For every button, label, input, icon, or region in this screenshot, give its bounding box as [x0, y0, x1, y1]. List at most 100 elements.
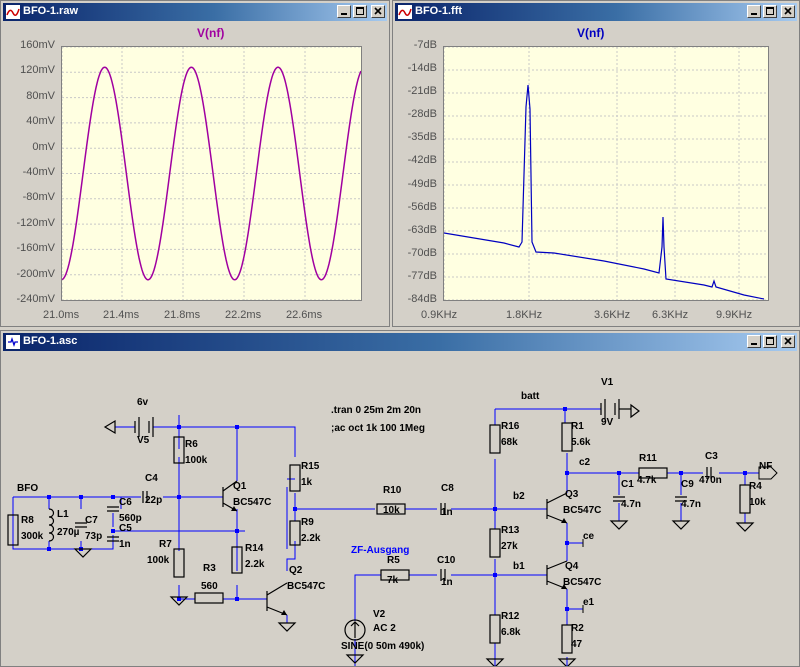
schematic-label-q1[interactable]: Q1: [233, 481, 247, 492]
y-tick-label: -77dB: [407, 269, 437, 282]
schematic-label-r15[interactable]: R15: [301, 461, 320, 472]
schematic-label-r4[interactable]: R4: [749, 481, 762, 492]
schematic-label-r14v[interactable]: 2.2k: [245, 559, 265, 570]
schematic-label-q4[interactable]: Q4: [565, 561, 579, 572]
schematic-label-c8v[interactable]: 1n: [441, 507, 453, 518]
schematic-label-r9v[interactable]: 2.2k: [301, 533, 321, 544]
schematic-label-l1[interactable]: L1: [57, 509, 69, 520]
schematic-label-r1v[interactable]: 5.6k: [571, 437, 591, 448]
schematic-label-c5v[interactable]: 1n: [119, 539, 131, 550]
schematic-label-c3v[interactable]: 470n: [699, 475, 722, 486]
schematic-label-r16[interactable]: R16: [501, 421, 520, 432]
schematic-label-b2[interactable]: b2: [513, 491, 525, 502]
schematic-label-q1v[interactable]: BC547C: [233, 497, 272, 508]
schematic-label-c6[interactable]: C6: [119, 497, 132, 508]
close-button[interactable]: [781, 5, 795, 18]
schematic-label-r5v[interactable]: 7k: [387, 575, 399, 586]
ground-symbols: [73, 403, 755, 666]
schematic-label-r12[interactable]: R12: [501, 611, 520, 622]
spice-directive[interactable]: ;ac oct 1k 100 1Meg: [331, 423, 425, 434]
schematic-label-c1[interactable]: C1: [621, 479, 634, 490]
schematic-label-r6[interactable]: R6: [185, 439, 198, 450]
schematic-label-r8v[interactable]: 300k: [21, 531, 44, 542]
schematic-label-q3[interactable]: Q3: [565, 489, 579, 500]
schematic-label-r13v[interactable]: 27k: [501, 541, 518, 552]
schematic-label-v5[interactable]: V5: [137, 435, 150, 446]
fft-window-titlebar[interactable]: BFO-1.fft: [395, 3, 797, 21]
schematic-label-c8[interactable]: C8: [441, 483, 454, 494]
schematic-label-nf[interactable]: NF: [759, 461, 773, 472]
schematic-label-c10[interactable]: C10: [437, 555, 456, 566]
schematic-label-r10[interactable]: R10: [383, 485, 402, 496]
schematic-window[interactable]: BFO-1.asc: [0, 330, 800, 667]
schematic-label-v2[interactable]: V2: [373, 609, 386, 620]
schematic-label-c9[interactable]: C9: [681, 479, 694, 490]
schematic-label-r9[interactable]: R9: [301, 517, 314, 528]
schematic-label-c4v[interactable]: 22p: [145, 495, 163, 506]
schematic-label-c7v[interactable]: 73p: [85, 531, 103, 542]
junctions: [47, 407, 747, 611]
schematic-label-r3[interactable]: R3: [203, 563, 216, 574]
schematic-label-r5[interactable]: R5: [387, 555, 400, 566]
schematic-label-r10v[interactable]: 10k: [383, 505, 400, 516]
schematic-label-l1v[interactable]: 270µ: [57, 527, 80, 538]
raw-plot-area[interactable]: [61, 46, 362, 301]
minimize-button[interactable]: [747, 335, 761, 348]
schematic-label-v1v[interactable]: 9V: [601, 417, 614, 428]
schematic-label-r16v[interactable]: 68k: [501, 437, 518, 448]
schematic-label-v5v[interactable]: 6v: [137, 397, 149, 408]
raw-plot-window[interactable]: BFO-1.raw V(nf) 160mV 120mV 80mV 40mV 0mV -40…: [0, 0, 390, 327]
schematic-label-c4[interactable]: C4: [145, 473, 158, 484]
schematic-label-r4v[interactable]: 10k: [749, 497, 766, 508]
schematic-label-q2v[interactable]: BC547C: [287, 581, 326, 592]
schematic-label-c5[interactable]: C5: [119, 523, 132, 534]
close-button[interactable]: [371, 5, 385, 18]
schematic-label-r13[interactable]: R13: [501, 525, 520, 536]
schematic-label-c6v[interactable]: 560p: [119, 513, 142, 524]
schematic-label-c2[interactable]: c2: [579, 457, 591, 468]
schematic-label-r6v[interactable]: 100k: [185, 455, 208, 466]
schematic-label-batt[interactable]: batt: [521, 391, 540, 402]
schematic-label-zf[interactable]: ZF-Ausgang: [351, 545, 410, 556]
schematic-label-ce[interactable]: ce: [583, 531, 595, 542]
y-tick-label: 160mV: [20, 39, 55, 51]
schematic-label-r8[interactable]: R8: [21, 515, 34, 526]
schematic-label-r14[interactable]: R14: [245, 543, 264, 554]
spice-directive[interactable]: .tran 0 25m 2m 20n: [331, 405, 422, 416]
schematic-label-r15v[interactable]: 1k: [301, 477, 313, 488]
schematic-label-r2v[interactable]: 47: [571, 639, 583, 650]
maximize-button[interactable]: [763, 5, 777, 18]
schematic-label-c1v[interactable]: 4.7n: [621, 499, 642, 510]
schematic-label-r3v[interactable]: 560: [201, 581, 218, 592]
schematic-label-r11[interactable]: R11: [639, 453, 657, 464]
schematic-label-r12v[interactable]: 6.8k: [501, 627, 521, 638]
fft-plot-area[interactable]: [443, 46, 769, 301]
schematic-label-q3v[interactable]: BC547C: [563, 505, 602, 516]
schematic-label-r1[interactable]: R1: [571, 421, 584, 432]
raw-window-titlebar[interactable]: BFO-1.raw: [3, 3, 387, 21]
schematic-label-r11v[interactable]: 4.7k: [637, 475, 657, 486]
schematic-label-bfo[interactable]: BFO: [17, 483, 39, 494]
schematic-label-v1[interactable]: V1: [601, 377, 614, 388]
schematic-label-q2[interactable]: Q2: [289, 565, 303, 576]
schematic-label-q4v[interactable]: BC547C: [563, 577, 602, 588]
schematic-label-v2sine[interactable]: SINE(0 50m 490k): [341, 641, 425, 652]
schematic-label-c9v[interactable]: 4.7n: [681, 499, 702, 510]
maximize-button[interactable]: [353, 5, 367, 18]
schematic-label-c7[interactable]: C7: [85, 515, 98, 526]
schematic-canvas[interactable]: BFO R8 300k L1 270µ C7 73p C6 560p C5 1n C4 22p 6v V5 R…: [5, 353, 797, 666]
schematic-label-v2ac[interactable]: AC 2: [373, 623, 396, 634]
schematic-label-r2[interactable]: R2: [571, 623, 584, 634]
schematic-label-r7[interactable]: R7: [159, 539, 172, 550]
schematic-label-e1[interactable]: e1: [583, 597, 595, 608]
schematic-label-b1[interactable]: b1: [513, 561, 525, 572]
fft-plot-window[interactable]: BFO-1.fft V(nf) -7dB -14dB -21dB -28dB -35dB…: [392, 0, 800, 327]
schematic-label-c3[interactable]: C3: [705, 451, 718, 462]
minimize-button[interactable]: [337, 5, 351, 18]
close-button[interactable]: [781, 335, 795, 348]
schematic-window-titlebar[interactable]: BFO-1.asc: [3, 333, 797, 351]
minimize-button[interactable]: [747, 5, 761, 18]
schematic-label-r7v[interactable]: 100k: [147, 555, 170, 566]
schematic-label-c10v[interactable]: 1n: [441, 577, 453, 588]
maximize-button[interactable]: [763, 335, 777, 348]
